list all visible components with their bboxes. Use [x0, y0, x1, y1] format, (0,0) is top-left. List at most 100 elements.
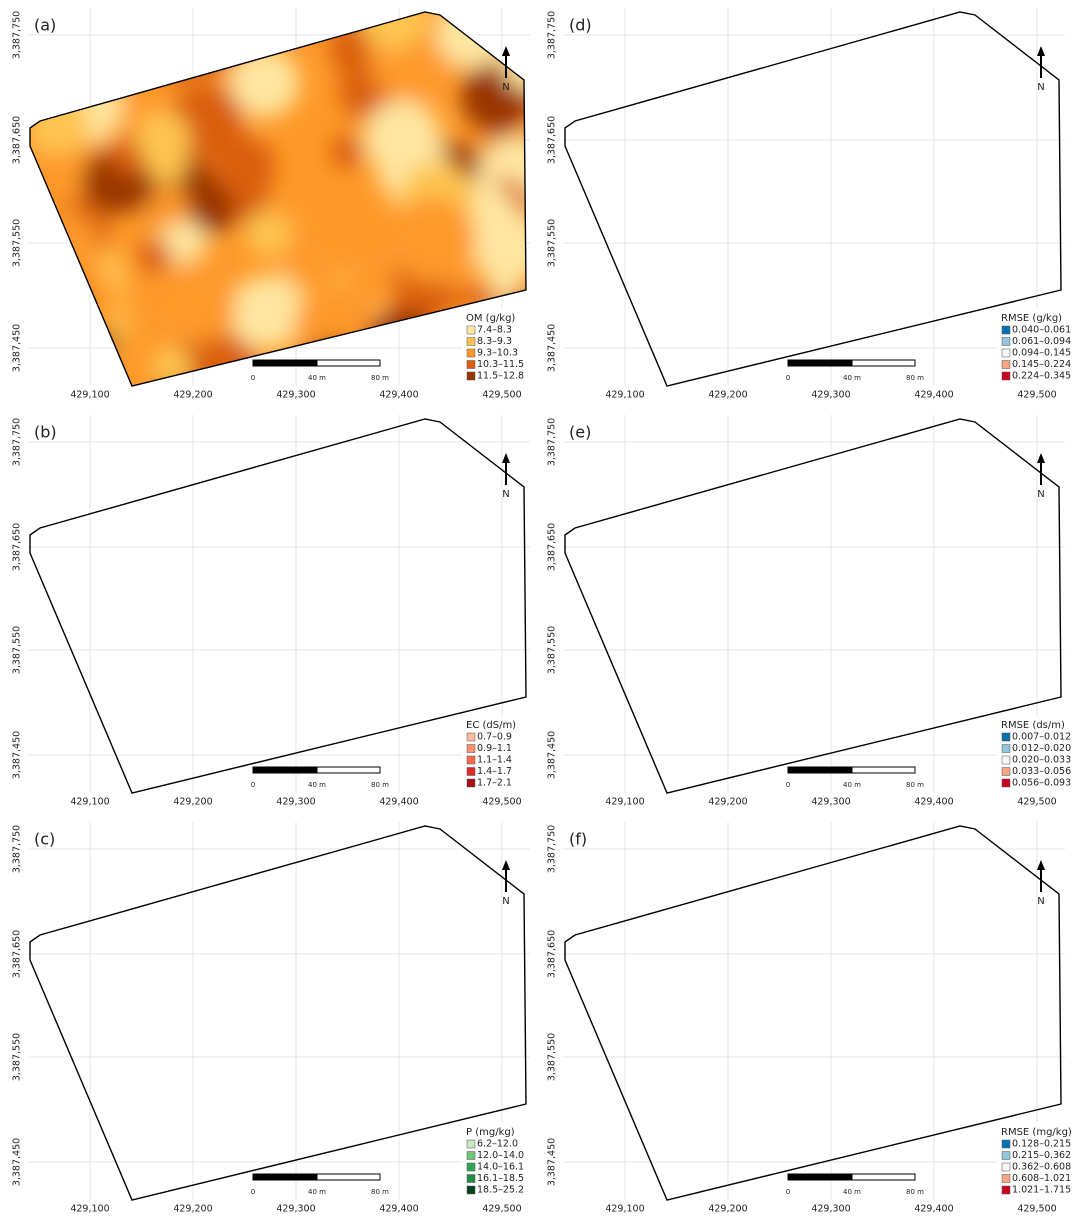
- y-tick-label: 3,387,650: [547, 523, 558, 571]
- legend-label: 0.145–0.224: [1012, 359, 1071, 370]
- legend-title: RMSE (g/kg): [1001, 313, 1062, 324]
- scale-bar: [252, 359, 318, 367]
- legend-label: 0.056–0.093: [1012, 778, 1071, 789]
- x-tick-label: 429,200: [708, 1204, 747, 1215]
- y-tick-label: 3,387,450: [547, 324, 558, 372]
- y-tick-label: 3,387,650: [12, 930, 23, 978]
- y-tick-label: 3,387,650: [12, 523, 23, 571]
- legend-label: 0.362–0.608: [1012, 1162, 1071, 1173]
- y-tick-label: 3,387,450: [12, 1138, 23, 1186]
- north-arrow-head: [1037, 860, 1045, 870]
- y-tick-label: 3,387,750: [12, 418, 23, 466]
- y-tick-label: 3,387,650: [12, 116, 23, 164]
- map-panel: (d) 429,100 429,200 429,300 429,400 429,500 3,…: [535, 0, 1075, 420]
- legend-label: 8.3–9.3: [477, 336, 512, 347]
- x-tick-label: 429,400: [379, 797, 418, 808]
- scale-bar: [851, 359, 916, 367]
- legend-box: [997, 1122, 1065, 1198]
- field-base: [535, 407, 1075, 827]
- legend-title: OM (g/kg): [466, 313, 515, 324]
- scale-label: 80 m: [371, 1188, 389, 1196]
- map-panel: (c) 429,100 429,200 429,300 429,400 429,500 3,…: [12, 822, 530, 1215]
- panel-label: (b): [34, 423, 57, 442]
- legend-swatch: [466, 371, 476, 381]
- x-tick-label: 429,100: [70, 1204, 109, 1215]
- legend-label: 11.5–12.8: [477, 371, 524, 382]
- scale-label: 80 m: [906, 781, 924, 789]
- y-tick-label: 3,387,750: [12, 825, 23, 873]
- x-tick-label: 429,500: [482, 797, 521, 808]
- legend-box: [462, 715, 530, 791]
- legend-swatch: [1001, 744, 1011, 753]
- legend-label: 1.1–1.4: [477, 755, 512, 766]
- legend-swatch: [466, 744, 476, 753]
- legend-label: 18.5–25.2: [477, 1185, 524, 1196]
- north-arrow-head: [502, 46, 510, 56]
- legend-label: 1.7–2.1: [477, 778, 512, 789]
- x-tick-label: 429,200: [173, 1204, 212, 1215]
- scale-label: 40 m: [308, 374, 326, 382]
- legend-swatch: [1001, 348, 1011, 358]
- scale-label: 0: [251, 374, 255, 382]
- field-base: [535, 0, 1075, 420]
- legend-swatch: [1001, 1139, 1011, 1149]
- scale-bar: [851, 1173, 916, 1181]
- scale-label: 0: [251, 781, 255, 789]
- scale-label: 80 m: [371, 374, 389, 382]
- legend-label: 16.1–18.5: [477, 1173, 524, 1184]
- legend-swatch: [466, 1151, 476, 1160]
- x-tick-label: 429,200: [173, 390, 212, 401]
- legend-swatch: [1001, 360, 1011, 369]
- x-tick-label: 429,300: [276, 797, 315, 808]
- panel-label: (f): [569, 830, 587, 849]
- legend-title: RMSE (mg/kg): [1001, 1127, 1072, 1138]
- legend-swatch: [466, 325, 476, 335]
- x-tick-label: 429,100: [605, 390, 644, 401]
- x-tick-label: 429,500: [1017, 390, 1056, 401]
- legend-swatch: [466, 1139, 476, 1149]
- legend-label: 0.128–0.215: [1012, 1139, 1071, 1150]
- y-tick-label: 3,387,750: [547, 825, 558, 873]
- scale-bar: [787, 766, 853, 774]
- north-arrow-head: [502, 860, 510, 870]
- legend-label: 7.4–8.3: [477, 325, 512, 336]
- legend-swatch: [466, 1162, 476, 1172]
- field-boundary: [564, 11, 1062, 387]
- legend-box: [997, 715, 1065, 791]
- north-label: N: [1037, 489, 1044, 500]
- scale-label: 40 m: [843, 374, 861, 382]
- scale-bar: [316, 359, 381, 367]
- y-tick-label: 3,387,550: [547, 1033, 558, 1081]
- scale-label: 40 m: [843, 1188, 861, 1196]
- y-tick-label: 3,387,650: [547, 116, 558, 164]
- legend-label: 0.7–0.9: [477, 732, 512, 743]
- legend-swatch: [466, 732, 476, 742]
- legend-swatch: [466, 755, 476, 765]
- y-tick-label: 3,387,550: [12, 1033, 23, 1081]
- legend-label: 12.0–14.0: [477, 1150, 524, 1161]
- scale-label: 40 m: [843, 781, 861, 789]
- legend-swatch: [466, 1174, 476, 1183]
- legend-title: P (mg/kg): [466, 1127, 515, 1138]
- legend-label: 0.224–0.345: [1012, 371, 1071, 382]
- legend-swatch: [1001, 337, 1011, 346]
- panel-label: (a): [34, 16, 56, 35]
- scale-label: 0: [786, 781, 790, 789]
- x-tick-label: 429,100: [70, 390, 109, 401]
- x-tick-label: 429,100: [605, 797, 644, 808]
- scale-bar: [252, 766, 318, 774]
- legend-title: EC (dS/m): [466, 720, 516, 731]
- x-tick-label: 429,500: [482, 390, 521, 401]
- y-tick-label: 3,387,450: [12, 731, 23, 779]
- north-arrow-head: [1037, 46, 1045, 56]
- legend-label: 0.215–0.362: [1012, 1150, 1071, 1161]
- map-panel: (e) 429,100 429,200 429,300 429,400 429,500 3,…: [535, 407, 1075, 827]
- scale-label: 0: [786, 1188, 790, 1196]
- legend-swatch: [466, 337, 476, 346]
- legend-swatch: [466, 360, 476, 369]
- legend-label: 0.040–0.061: [1012, 325, 1071, 336]
- scale-bar: [787, 1173, 853, 1181]
- x-tick-label: 429,300: [811, 390, 850, 401]
- legend-label: 9.3–10.3: [477, 348, 518, 359]
